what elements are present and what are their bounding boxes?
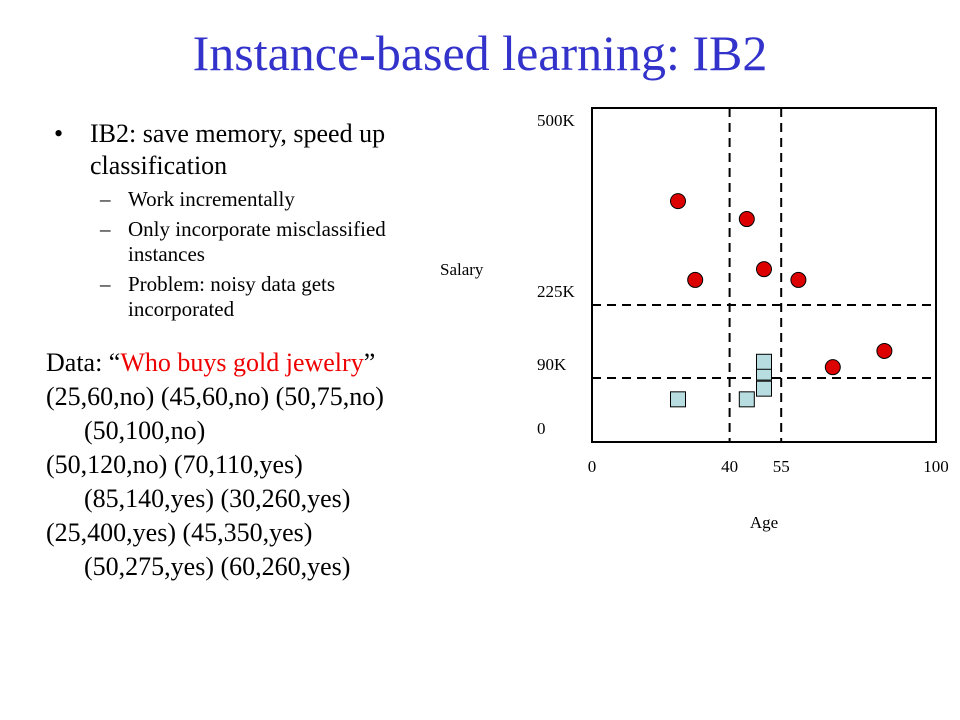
sub-bullet-list: – Work incrementally – Only incorporate …	[46, 187, 426, 322]
data-prefix: Data: “	[46, 348, 121, 377]
y-axis-label: Salary	[440, 260, 484, 279]
slide-body: • IB2: save memory, speed up classificat…	[46, 118, 426, 584]
data-highlight: Who buys gold jewelry	[120, 348, 364, 377]
sub-bullet-marker: –	[100, 187, 111, 211]
slide-title: Instance-based learning: IB2	[192, 25, 768, 81]
data-point-square	[738, 391, 755, 408]
y-tick-label: 0	[537, 419, 546, 438]
data-point-circle	[756, 261, 772, 278]
y-tick-label: 225K	[537, 282, 576, 301]
x-tick-label: 55	[773, 457, 790, 476]
sub-bullet-item: – Problem: noisy data gets incorporated	[46, 272, 426, 322]
data-point-square	[756, 353, 772, 370]
data-point-circle	[876, 342, 893, 359]
data-point-square	[756, 380, 772, 397]
bullet-text: IB2: save memory, speed up classificatio…	[90, 119, 386, 180]
sub-bullet-item: – Only incorporate misclassified instanc…	[46, 217, 426, 267]
x-tick-label: 40	[721, 457, 738, 476]
data-point-circle	[790, 271, 807, 288]
data-suffix: ”	[363, 348, 376, 377]
data-heading: Data: “Who buys gold jewelry”	[46, 346, 426, 380]
y-tick-label: 90K	[537, 355, 567, 374]
data-section: Data: “Who buys gold jewelry” (25,60,no)…	[46, 346, 426, 584]
plot-frame	[591, 107, 937, 443]
data-point-circle	[824, 359, 841, 376]
bullet-marker: •	[54, 119, 64, 148]
sub-bullet-marker: –	[100, 272, 111, 296]
sub-bullet-text: Problem: noisy data gets incorporated	[128, 272, 336, 321]
scatter-chart: 0 90K 225K 500K 0 40 55 100 Salary Age	[440, 107, 949, 532]
x-tick-label: 0	[588, 457, 597, 476]
data-point-circle	[738, 211, 755, 228]
sub-bullet-item: – Work incrementally	[46, 187, 426, 212]
data-line: (25,400,yes) (45,350,yes) (50,275,yes) (…	[46, 518, 351, 581]
data-line: (25,60,no) (45,60,no) (50,75,no) (50,100…	[46, 382, 384, 445]
x-tick-label: 100	[923, 457, 949, 476]
bullet-item: • IB2: save memory, speed up classificat…	[46, 118, 426, 182]
sub-bullet-text: Only incorporate misclassified instances	[128, 217, 386, 266]
sub-bullet-marker: –	[100, 217, 111, 241]
data-point-circle	[687, 271, 704, 288]
y-tick-label: 500K	[537, 111, 576, 130]
sub-bullet-text: Work incrementally	[128, 187, 295, 211]
data-point-circle	[670, 193, 686, 210]
data-point-square	[670, 391, 686, 408]
x-axis-label: Age	[750, 513, 778, 532]
data-line: (50,120,no) (70,110,yes) (85,140,yes) (3…	[46, 450, 351, 513]
